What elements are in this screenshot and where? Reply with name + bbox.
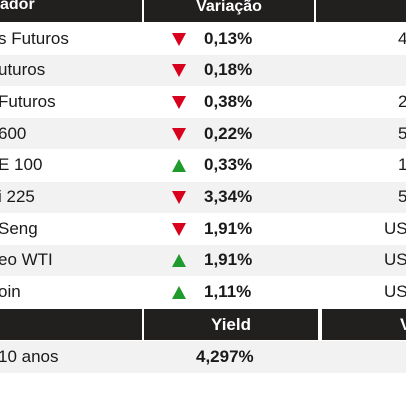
- header-indicator: ador: [0, 0, 142, 22]
- indicator-name: 600: [0, 123, 27, 143]
- indicator-name: Futuros: [0, 91, 56, 111]
- indicator-value: 4: [398, 28, 406, 48]
- table-row: eo WTI 1,91% US: [0, 244, 406, 276]
- indicator-name: s Futuros: [0, 28, 69, 48]
- table-row: Futuros 0,38% 2: [0, 86, 406, 118]
- header-value: [316, 0, 406, 22]
- triangle-down-icon: [172, 64, 186, 78]
- triangle-down-icon: [172, 95, 186, 109]
- indicator-value: [398, 55, 406, 86]
- indicator-value: US: [384, 282, 406, 302]
- change-percent: 0,22%: [204, 123, 253, 143]
- indicator-name: i 225: [0, 187, 35, 206]
- change-percent: 0,18%: [204, 60, 253, 80]
- triangle-up-icon: [172, 159, 186, 173]
- bond-header-yield-label: Yield: [211, 314, 251, 334]
- indicator-name: oin: [0, 282, 21, 302]
- table-row: s Futuros 0,13% 4: [0, 23, 406, 54]
- triangle-down-icon: [172, 222, 186, 236]
- table-row: i 225 3,34% 5: [0, 181, 406, 213]
- triangle-down-icon: [172, 32, 186, 46]
- bond-name: 10 anos: [0, 347, 59, 366]
- table-row: E 100 0,33% 1: [0, 149, 406, 181]
- change-percent: 0,33%: [204, 155, 253, 175]
- bond-header-yield: Yield: [144, 309, 318, 340]
- indicator-value: 1: [398, 155, 406, 175]
- bond-header-left: [0, 309, 142, 340]
- bond-yield: 4,297%: [196, 347, 254, 366]
- indicator-value: US: [384, 218, 406, 238]
- header-change: Variação: [144, 0, 314, 22]
- header-indicator-label: ador: [0, 0, 35, 13]
- indicator-name: eo WTI: [0, 250, 53, 270]
- indicator-name: uturos: [0, 60, 46, 80]
- change-percent: 0,13%: [204, 28, 253, 48]
- table-row: Seng 1,91% US: [0, 213, 406, 245]
- indicator-value: 5: [398, 187, 406, 206]
- change-percent: 1,91%: [204, 250, 253, 270]
- indicator-name: Seng: [0, 218, 38, 238]
- indicator-value: 2: [398, 91, 406, 111]
- change-percent: 1,91%: [204, 218, 253, 238]
- table-row: oin 1,11% US: [0, 276, 406, 308]
- triangle-down-icon: [172, 127, 186, 141]
- header-change-label: Variação: [196, 0, 262, 15]
- indicator-name: E 100: [0, 155, 43, 175]
- bond-row: 10 anos 4,297%: [0, 341, 406, 373]
- table-row: 600 0,22% 5: [0, 118, 406, 150]
- bond-header-right-label: V: [400, 314, 406, 334]
- indicator-value: US: [384, 250, 406, 270]
- triangle-down-icon: [172, 191, 186, 205]
- change-percent: 3,34%: [204, 187, 253, 206]
- bond-header-right: V: [322, 309, 406, 340]
- triangle-up-icon: [172, 286, 186, 300]
- table-row: uturos 0,18%: [0, 54, 406, 86]
- triangle-up-icon: [172, 254, 186, 268]
- indicator-value: 5: [398, 123, 406, 143]
- change-percent: 1,11%: [204, 282, 252, 302]
- change-percent: 0,38%: [204, 91, 253, 111]
